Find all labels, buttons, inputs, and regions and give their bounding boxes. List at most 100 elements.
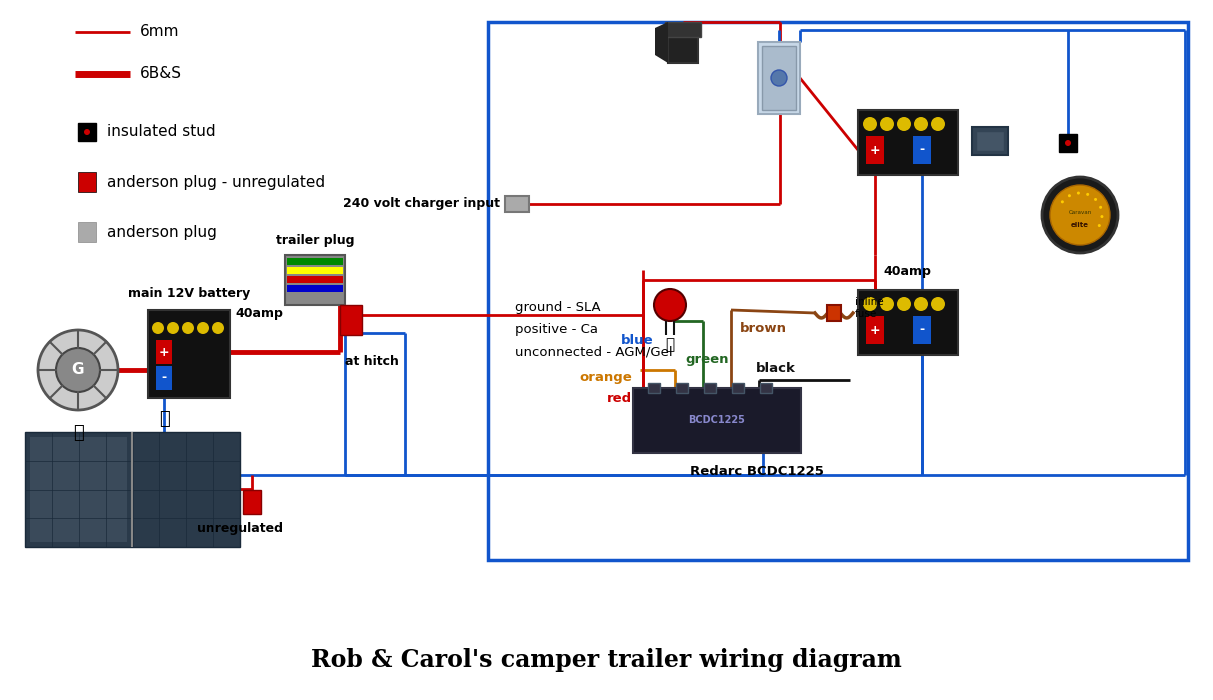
Circle shape — [1050, 185, 1110, 245]
Bar — [285, 255, 344, 305]
Text: trailer plug: trailer plug — [275, 234, 354, 247]
Circle shape — [1077, 192, 1080, 195]
Circle shape — [1098, 224, 1101, 227]
Text: G: G — [72, 363, 84, 377]
Bar — [633, 388, 801, 453]
Text: ⏚: ⏚ — [159, 410, 170, 428]
Text: insulated stud: insulated stud — [107, 125, 216, 139]
Text: brown: brown — [740, 321, 787, 335]
Text: ⏚: ⏚ — [73, 424, 84, 442]
Circle shape — [932, 117, 945, 131]
Text: -: - — [919, 323, 924, 337]
Circle shape — [896, 117, 911, 131]
Circle shape — [1061, 200, 1064, 203]
Text: green: green — [685, 354, 729, 367]
Bar — [287, 294, 343, 301]
Circle shape — [1086, 193, 1089, 196]
Text: Rob & Carol's camper trailer wiring diagram: Rob & Carol's camper trailer wiring diag… — [311, 648, 901, 672]
Text: orange: orange — [580, 372, 632, 384]
Bar — [287, 285, 343, 292]
Bar — [858, 290, 958, 355]
Bar — [665, 22, 701, 37]
Circle shape — [1099, 206, 1103, 209]
Bar — [913, 136, 932, 164]
Text: inline
fuse: inline fuse — [855, 297, 883, 319]
Circle shape — [896, 297, 911, 311]
Circle shape — [1094, 198, 1097, 201]
Text: main 12V battery: main 12V battery — [127, 287, 250, 300]
Circle shape — [879, 117, 894, 131]
Text: anderson plug - unregulated: anderson plug - unregulated — [107, 174, 325, 190]
Text: unconnected - AGM/Gel: unconnected - AGM/Gel — [516, 346, 673, 358]
Bar — [972, 127, 1008, 155]
Text: 6B&S: 6B&S — [139, 66, 182, 81]
Circle shape — [915, 297, 928, 311]
Circle shape — [38, 330, 118, 410]
Bar — [287, 267, 343, 274]
Bar — [78, 123, 96, 141]
Bar — [866, 136, 884, 164]
Bar — [731, 383, 744, 393]
Bar — [30, 437, 127, 542]
Text: Caravan: Caravan — [1069, 211, 1092, 216]
Text: 240 volt charger input: 240 volt charger input — [343, 197, 500, 211]
Circle shape — [152, 322, 164, 334]
Text: 6mm: 6mm — [139, 25, 180, 39]
Bar — [913, 316, 932, 344]
Circle shape — [197, 322, 209, 334]
Circle shape — [1100, 215, 1104, 218]
Bar — [488, 22, 1188, 560]
Text: -: - — [919, 144, 924, 157]
Text: +: + — [870, 323, 881, 337]
Circle shape — [915, 117, 928, 131]
Bar — [668, 28, 697, 63]
Bar — [287, 258, 343, 265]
Text: elite: elite — [1071, 222, 1089, 228]
Text: at hitch: at hitch — [344, 355, 399, 368]
Text: -: - — [161, 372, 166, 384]
Text: positive - Ca: positive - Ca — [516, 323, 598, 337]
Bar — [704, 383, 716, 393]
Bar — [78, 222, 96, 242]
Text: red: red — [606, 391, 632, 405]
Circle shape — [771, 70, 787, 86]
Text: 40amp: 40amp — [883, 265, 930, 278]
Bar — [340, 305, 361, 335]
Circle shape — [84, 129, 90, 135]
Circle shape — [182, 322, 194, 334]
Bar — [156, 366, 172, 390]
Bar — [866, 316, 884, 344]
Bar — [25, 432, 240, 547]
Circle shape — [862, 117, 877, 131]
Circle shape — [1042, 177, 1118, 253]
Bar — [976, 131, 1004, 151]
Text: Redarc BCDC1225: Redarc BCDC1225 — [690, 465, 824, 478]
Circle shape — [1067, 194, 1071, 197]
Text: BCDC1225: BCDC1225 — [689, 415, 746, 425]
Bar — [858, 110, 958, 175]
Bar — [761, 383, 771, 393]
Text: +: + — [159, 346, 170, 358]
Text: +: + — [870, 144, 881, 157]
Circle shape — [654, 289, 687, 321]
Text: ⏚: ⏚ — [666, 337, 674, 352]
Bar — [148, 310, 230, 398]
Text: unregulated: unregulated — [197, 522, 283, 535]
Circle shape — [932, 297, 945, 311]
Bar — [762, 46, 796, 110]
Bar — [758, 42, 801, 114]
Text: blue: blue — [620, 333, 653, 346]
Bar — [827, 305, 841, 321]
Bar — [676, 383, 688, 393]
Text: ground - SLA: ground - SLA — [516, 302, 600, 314]
Circle shape — [879, 297, 894, 311]
Bar — [156, 340, 172, 364]
Text: 40amp: 40amp — [235, 307, 283, 321]
Bar — [505, 196, 529, 212]
Circle shape — [862, 297, 877, 311]
Bar — [243, 490, 261, 514]
Circle shape — [167, 322, 180, 334]
Polygon shape — [655, 22, 668, 63]
Bar — [648, 383, 660, 393]
Bar — [287, 276, 343, 283]
